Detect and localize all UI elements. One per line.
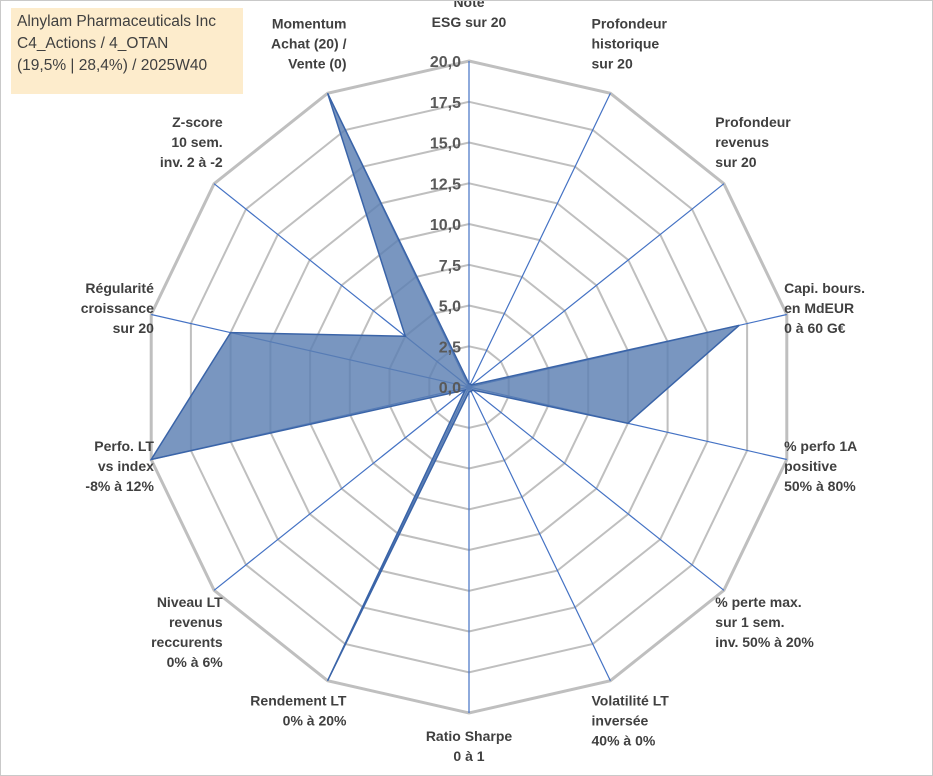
- axis-label: % perfo 1A positive 50% à 80%: [784, 438, 857, 494]
- tick-label: 17,5: [430, 95, 461, 112]
- tick-label: 5,0: [439, 299, 461, 316]
- axis-label: Profondeur revenus sur 20: [715, 114, 791, 170]
- axis-spoke: [468, 386, 725, 591]
- axis-label: Ratio Sharpe 0 à 1: [426, 728, 513, 764]
- axis-label: Régularité croissance sur 20: [81, 280, 154, 336]
- tick-label: 2,5: [439, 339, 461, 356]
- title-box: Alnylam Pharmaceuticals Inc C4_Actions /…: [11, 8, 243, 94]
- axis-label: Capi. bours. en MdEUR 0 à 60 G€: [784, 280, 865, 336]
- axis-label: Rendement LT 0% à 20%: [250, 693, 347, 729]
- tick-label: 12,5: [430, 176, 461, 193]
- tick-label: 0,0: [439, 380, 461, 397]
- tick-label: 20,0: [430, 54, 461, 71]
- tick-label: 10,0: [430, 217, 461, 234]
- axis-label: Note ESG sur 20: [432, 1, 507, 30]
- title-line-company: Alnylam Pharmaceuticals Inc: [17, 13, 216, 30]
- series-layer: [149, 92, 740, 682]
- axis-spoke: [213, 386, 470, 591]
- axis-label: Volatilité LT inversée 40% à 0%: [592, 693, 670, 749]
- axis-spoke: [468, 183, 725, 388]
- tick-label: 15,0: [430, 136, 461, 153]
- axis-spoke: [468, 93, 611, 388]
- axis-label: Perfo. LT vs index -8% à 12%: [85, 438, 154, 494]
- tick-layer: 0,0 2,5 5,0 7,5 10,0 12,5 15,0 17,5 20,0: [430, 54, 461, 397]
- title-line-category: C4_Actions / 4_OTAN: [17, 35, 169, 52]
- tick-label: 7,5: [439, 258, 461, 275]
- axis-label: Profondeur historique sur 20: [592, 15, 668, 71]
- title-line-stats: (19,5% | 28,4%) / 2025W40: [17, 57, 208, 74]
- series-area: [149, 92, 740, 682]
- axis-label: Niveau LT revenus reccurents 0% à 6%: [151, 594, 223, 670]
- axis-label: Momentum Achat (20) / Vente (0): [271, 15, 347, 71]
- axis-label: Z-score 10 sem. inv. 2 à -2: [160, 114, 223, 170]
- axis-label: % perte max. sur 1 sem. inv. 50% à 20%: [715, 594, 814, 650]
- axis-spoke: [468, 386, 611, 681]
- axis-label-layer: Note ESG sur 20 Profondeur historique sur 20…: [81, 1, 865, 764]
